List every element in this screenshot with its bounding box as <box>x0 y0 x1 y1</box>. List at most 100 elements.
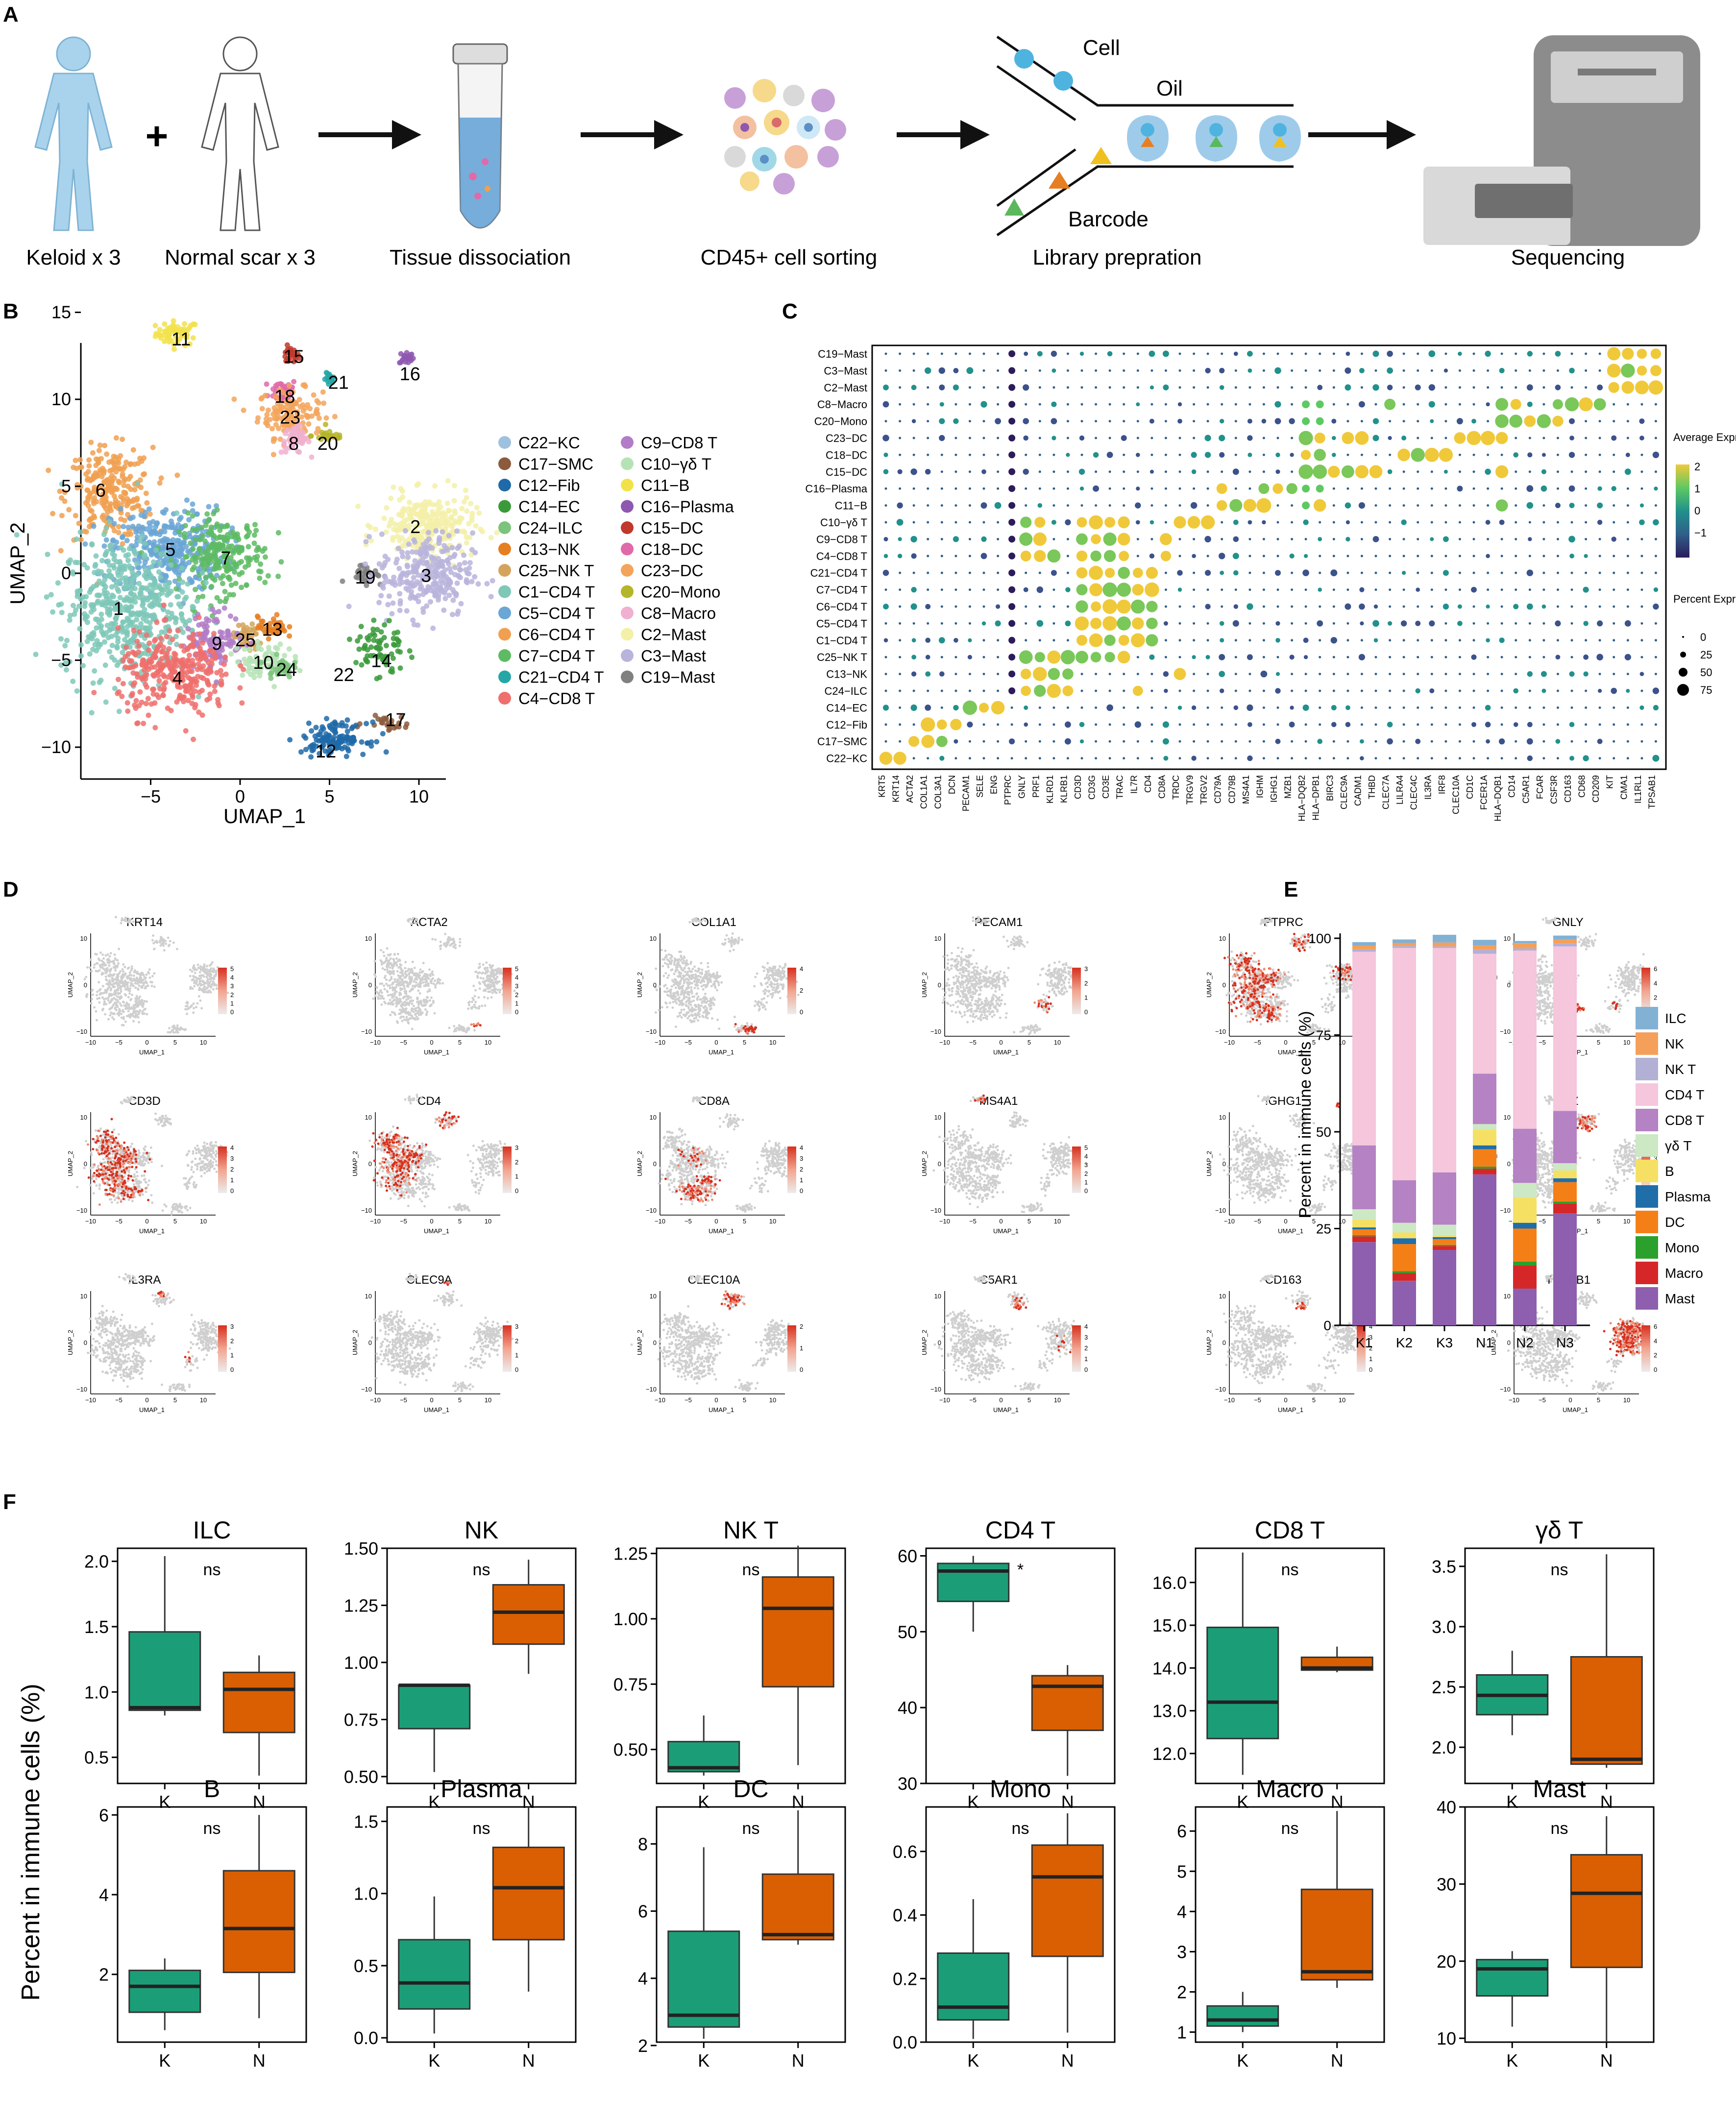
dotplot-dot <box>1038 470 1041 473</box>
dotplot-dot <box>1569 503 1575 509</box>
dotplot-dot <box>1611 687 1617 694</box>
umap-cell-point <box>434 521 440 527</box>
dotplot-dot <box>911 638 916 643</box>
umap-cell-point <box>452 511 458 516</box>
umap-cell-point <box>244 525 249 531</box>
umap-cell-point <box>360 752 366 757</box>
dotplot-dot <box>1149 469 1154 474</box>
umap-cell-point <box>233 581 239 586</box>
feature-cell-point <box>110 967 113 970</box>
dotplot-dot <box>1008 502 1016 509</box>
dotplot-dot <box>884 487 887 490</box>
dotplot-dot <box>1458 706 1461 709</box>
umap-cell-point <box>316 400 321 406</box>
dotplot-dot <box>968 521 971 524</box>
umap-cell-point <box>386 618 392 624</box>
dotplot-dot <box>938 367 946 374</box>
umap-cell-point <box>48 592 54 598</box>
umap-cell-point <box>158 574 164 580</box>
umap-cell-point <box>98 616 104 622</box>
umap-cell-point <box>176 529 182 535</box>
dotplot-dot <box>940 470 943 473</box>
umap-cell-point <box>33 652 39 658</box>
dotplot-dot <box>927 521 929 524</box>
feature-cell-point <box>122 970 125 973</box>
umap-cell-point <box>67 612 73 618</box>
umap-cell-point <box>172 652 178 658</box>
dotplot-dot <box>1066 453 1070 457</box>
dotplot-dot <box>1051 520 1056 525</box>
umap-cell-point <box>80 663 86 669</box>
dotplot-dot <box>1247 418 1252 424</box>
dotplot-dot <box>1206 470 1209 473</box>
dotplot-dot <box>1117 583 1131 597</box>
dotplot-dot <box>1346 740 1349 743</box>
dotplot-dot <box>884 352 887 355</box>
umap-cell-point <box>174 510 180 516</box>
umap-cell-point <box>406 541 412 547</box>
umap-cell-point <box>451 498 457 504</box>
dotplot-dot <box>1163 671 1169 677</box>
dotplot-dot <box>1458 453 1461 456</box>
dotplot-dot <box>1430 419 1434 423</box>
umap-cell-point <box>441 607 447 613</box>
dotplot-dot <box>1597 519 1603 525</box>
feature-cell-point <box>95 953 98 956</box>
dotplot-dot <box>897 502 903 509</box>
dotplot-dot <box>1639 672 1644 676</box>
dotplot-dot <box>927 453 929 456</box>
dotplot-dot <box>1585 420 1588 423</box>
dotplot-dot <box>1626 521 1629 524</box>
dotplot-dot <box>1389 605 1392 608</box>
umap-cell-point <box>131 628 137 634</box>
dotplot-dot <box>1400 620 1407 627</box>
dotplot-dot <box>1025 639 1027 642</box>
dotplot-dot <box>1150 437 1153 439</box>
umap-cell-point <box>314 430 319 436</box>
dotplot-dot <box>1066 352 1069 355</box>
umap-cell-point <box>346 636 352 642</box>
dotplot-dot <box>912 487 915 490</box>
umap-cell-point <box>70 679 76 684</box>
dotplot-dot <box>1302 569 1309 576</box>
dotplot-dot <box>1569 418 1575 424</box>
dotplot-dot <box>1248 673 1251 676</box>
dotplot-dot <box>1372 418 1379 424</box>
dotplot-dot <box>884 588 887 591</box>
umap-cell-point <box>137 629 143 635</box>
legend-label: C4−CD8 T <box>518 689 595 707</box>
umap-cell-point <box>376 561 382 567</box>
umap-cell-point <box>161 674 167 680</box>
dotplot-dot <box>1444 352 1447 355</box>
umap-cell-point <box>95 473 100 479</box>
feature-cell-point <box>144 987 147 990</box>
dotplot-dot <box>1570 656 1573 659</box>
umap-cell-point <box>91 690 97 695</box>
umap-cell-point <box>228 651 234 657</box>
dotplot-dot <box>1191 756 1197 761</box>
dotplot-dot <box>1204 435 1211 441</box>
dotplot-dot <box>1331 705 1337 710</box>
umap-cell-point <box>118 516 124 522</box>
dotplot-dot <box>1424 447 1439 462</box>
dotplot-dot <box>1372 536 1379 542</box>
umap-cell-point <box>168 562 174 568</box>
dotplot-dot <box>1472 555 1475 558</box>
legend-label: C17−SMC <box>518 455 593 473</box>
dotplot-dot <box>883 604 889 610</box>
umap-cell-point <box>397 649 403 655</box>
dotplot-dot <box>1415 620 1421 626</box>
dotplot-dot <box>1570 521 1573 524</box>
feature-cell-point <box>150 984 153 987</box>
umap-cell-point <box>125 596 131 602</box>
umap-cell-point <box>58 548 64 554</box>
umap-cell-point <box>214 507 220 513</box>
dotplot-dot <box>1345 537 1350 542</box>
cluster-label: 19 <box>355 567 375 588</box>
umap-cell-point <box>85 476 91 482</box>
legend-swatch <box>498 500 511 513</box>
umap-cell-point <box>428 599 433 605</box>
dotplot-dot <box>1640 470 1643 473</box>
umap-cell-point <box>413 595 418 601</box>
